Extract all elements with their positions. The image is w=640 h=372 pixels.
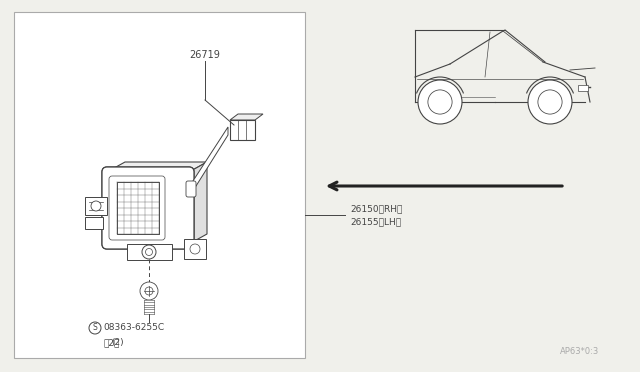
Polygon shape (107, 162, 207, 172)
Polygon shape (230, 114, 263, 120)
Circle shape (142, 245, 156, 259)
FancyBboxPatch shape (186, 181, 196, 197)
Circle shape (140, 282, 158, 300)
Circle shape (418, 80, 462, 124)
Circle shape (428, 90, 452, 114)
Text: 26150（RH）: 26150（RH） (350, 204, 403, 213)
Bar (117, 182, 159, 234)
Circle shape (528, 80, 572, 124)
Circle shape (145, 287, 153, 295)
Circle shape (190, 244, 200, 254)
FancyBboxPatch shape (102, 167, 194, 249)
Text: (2): (2) (111, 338, 124, 347)
Text: AP63*0:3: AP63*0:3 (561, 347, 600, 356)
Bar (85, 197, 107, 215)
Bar (127, 244, 172, 260)
Bar (117, 182, 159, 234)
Bar (144, 300, 154, 314)
Bar (184, 239, 206, 259)
Bar (85, 217, 103, 229)
Polygon shape (189, 162, 207, 244)
Polygon shape (191, 127, 228, 194)
Text: 〈2）: 〈2） (103, 338, 120, 347)
Bar (578, 85, 588, 91)
Text: 26719: 26719 (189, 50, 220, 60)
FancyBboxPatch shape (102, 167, 194, 249)
Circle shape (538, 90, 562, 114)
Text: S: S (93, 324, 97, 333)
Circle shape (145, 248, 152, 256)
Text: 26155（LH）: 26155（LH） (350, 217, 401, 226)
Circle shape (89, 322, 101, 334)
Text: 08363-6255C: 08363-6255C (103, 324, 164, 333)
Bar (230, 120, 255, 140)
Bar (14, 12, 305, 358)
Circle shape (91, 201, 101, 211)
